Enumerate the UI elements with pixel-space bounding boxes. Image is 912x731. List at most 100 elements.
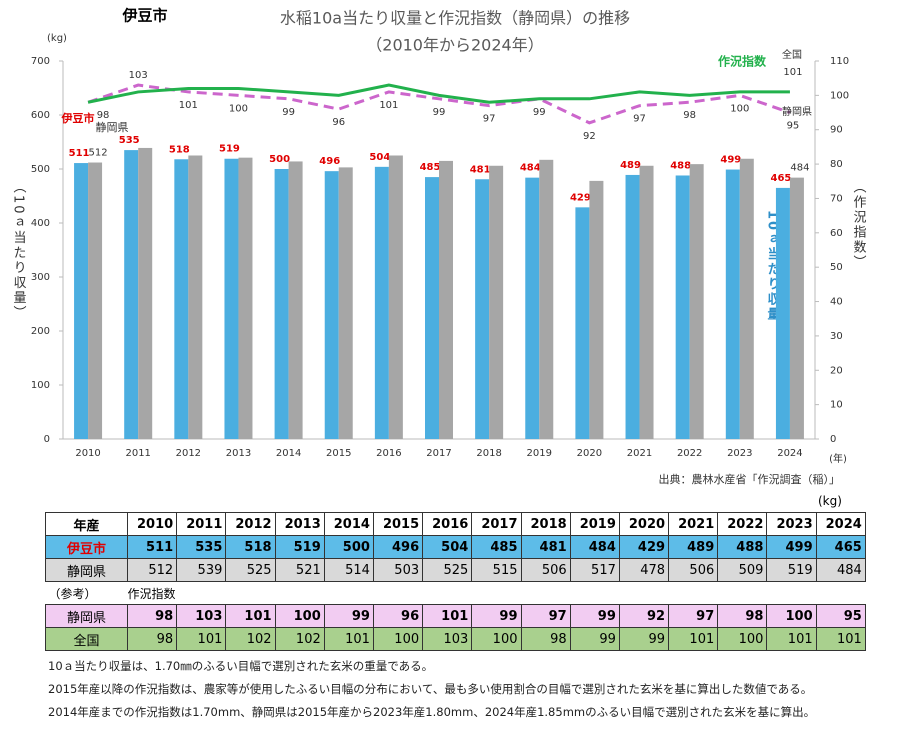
bar [388, 155, 403, 439]
x-tick-label: 2018 [476, 448, 501, 459]
bar [589, 180, 604, 439]
cell: 103 [176, 604, 227, 628]
cell: 511 [126, 535, 178, 559]
series-name: 静岡県 [782, 105, 812, 118]
chart-title: 水稲10a当たり収量と作況指数（静岡県）の推移 [280, 9, 630, 28]
data-label: 103 [129, 70, 148, 81]
cell: 101 [422, 604, 473, 628]
cell: 95 [815, 604, 866, 628]
cell: 478 [618, 558, 670, 582]
x-tick-label: 2012 [176, 448, 201, 459]
cell: 515 [471, 558, 522, 582]
row-head: 静岡県 [45, 604, 128, 628]
bar [74, 163, 89, 439]
cell: 92 [618, 604, 670, 628]
reference-row: （参考） 作況指数 [46, 582, 866, 605]
bar [675, 175, 690, 440]
cell: 99 [569, 627, 620, 651]
y-tick-label: 100 [31, 380, 50, 391]
note-line: 2014年産までの作況指数は1.70mm、静岡県は2015年産から2023年産1… [48, 705, 816, 719]
cell: 517 [569, 558, 620, 582]
data-label: 99 [282, 107, 295, 118]
data-label: 97 [483, 114, 496, 125]
cell: 525 [225, 558, 276, 582]
header-cell: 2010 [126, 512, 178, 536]
bar [725, 169, 740, 440]
y2-tick-label: 40 [830, 297, 843, 308]
cell: 539 [176, 558, 227, 582]
data-label: 519 [219, 144, 240, 155]
data-label: 98 [683, 110, 696, 121]
bar [689, 164, 704, 439]
bar [775, 187, 790, 439]
y-tick-label: 400 [31, 218, 50, 229]
note-label: （参考） [48, 586, 97, 601]
cell: 489 [668, 535, 719, 559]
data-label: 101 [783, 67, 802, 78]
y2-tick-label: 110 [830, 56, 849, 67]
x-tick-label: 2019 [527, 448, 552, 459]
cell: 101 [668, 627, 719, 651]
cell: 99 [323, 604, 374, 628]
note-line: 10ａ当たり収量は、1.70㎜のふるい目幅で選別された玄米の重量である。 [48, 659, 434, 673]
x-tick-label: 2024 [777, 448, 802, 459]
data-label: 489 [620, 160, 641, 171]
y2-tick-label: 50 [830, 262, 843, 273]
cell: 97 [520, 604, 571, 628]
header-cell: 2023 [766, 512, 817, 536]
bar [475, 179, 490, 439]
cell: 521 [274, 558, 325, 582]
bar [124, 150, 139, 439]
y-axis-label: （10ａ当たり収量） [11, 180, 27, 321]
data-label: 101 [179, 100, 198, 111]
data-label: 465 [770, 173, 791, 184]
table-row: 静岡県 98 103 101 100 99 96 101 99 97 99 92 97 98 100 95 [45, 604, 866, 628]
data-label: 429 [570, 192, 591, 203]
cell: 506 [520, 558, 571, 582]
cell: 96 [372, 604, 424, 628]
y2-tick-label: 20 [830, 365, 843, 376]
header-cell: 2012 [225, 512, 276, 536]
header-cell: 2013 [274, 512, 325, 536]
header-cell: 2019 [569, 512, 620, 536]
cell: 519 [766, 558, 817, 582]
cell: 429 [618, 535, 670, 559]
bar [324, 171, 339, 439]
data-label: 101 [379, 100, 398, 111]
data-label: 481 [470, 164, 491, 175]
header-cell: 2015 [372, 512, 424, 536]
data-label: 496 [319, 156, 340, 167]
cell: 100 [471, 627, 522, 651]
bar [525, 177, 540, 439]
index-annotation: 作況指数 [718, 54, 767, 69]
data-label: 99 [533, 107, 546, 118]
y-tick-label: 200 [31, 326, 50, 337]
cell: 101 [323, 627, 374, 651]
cell: 102 [225, 627, 276, 651]
bar [188, 155, 203, 439]
table-row: 伊豆市 511 535 518 519 500 496 504 485 481 484 429 489 4… [45, 535, 866, 559]
cell: 97 [668, 604, 719, 628]
header-cell: 2024 [815, 512, 866, 536]
cell: 98 [717, 604, 768, 628]
data-label: 488 [670, 160, 691, 171]
cell: 506 [668, 558, 719, 582]
series-name: 静岡県 [96, 120, 129, 134]
header-cell: 2021 [668, 512, 719, 536]
cell: 101 [176, 627, 227, 651]
cell: 512 [126, 558, 178, 582]
y-tick-label: 600 [31, 110, 50, 121]
cell: 465 [815, 535, 866, 559]
x-tick-label: 2020 [577, 448, 602, 459]
x-tick-label: 2016 [376, 448, 401, 459]
data-label: 100 [229, 103, 248, 114]
bar [625, 174, 640, 439]
cell: 100 [766, 604, 817, 628]
index-line [87, 83, 791, 125]
data-label: 95 [787, 121, 800, 132]
y2-tick-label: 30 [830, 331, 843, 342]
bar [489, 165, 504, 439]
bar [224, 158, 239, 440]
table-row: 全国 98 101 102 102 101 100 103 100 98 99 99 101 100 101… [45, 627, 866, 651]
header-cell: 2020 [618, 512, 670, 536]
